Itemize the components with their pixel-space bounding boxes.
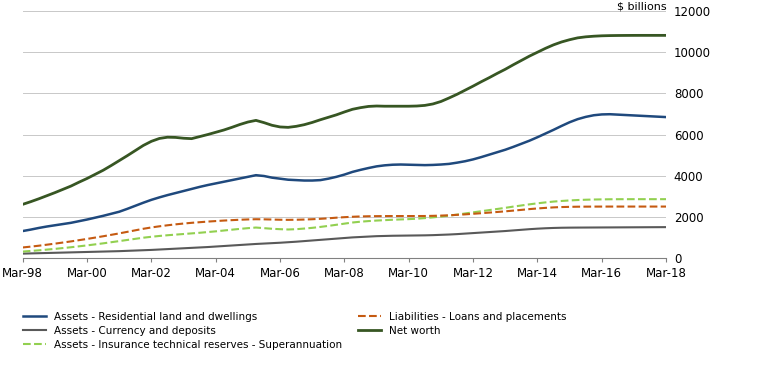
Text: $ billions: $ billions <box>616 2 666 11</box>
Legend: Assets - Residential land and dwellings, Assets - Currency and deposits, Assets : Assets - Residential land and dwellings,… <box>23 312 566 350</box>
